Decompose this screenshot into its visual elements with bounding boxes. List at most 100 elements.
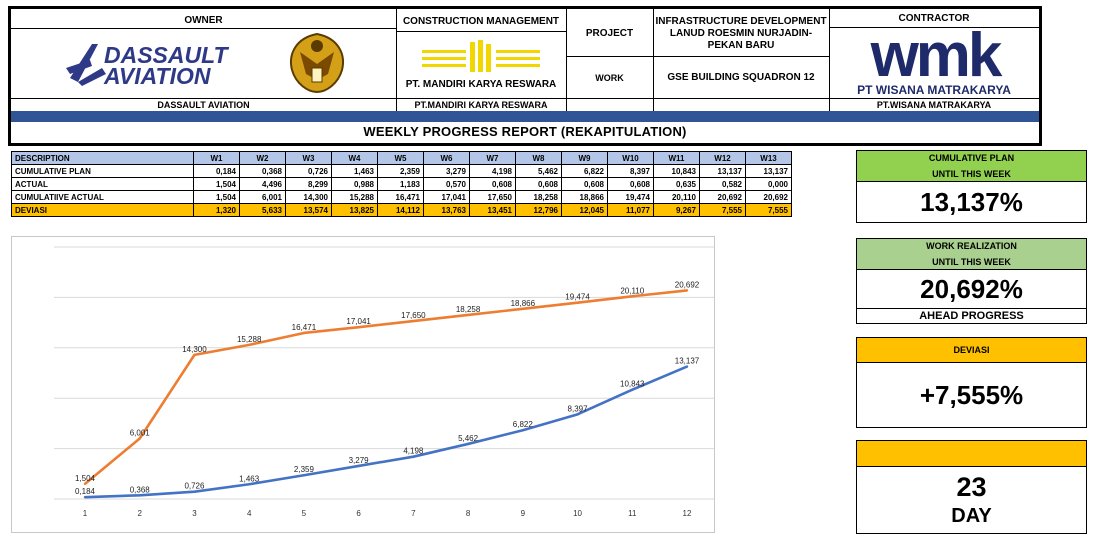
owner-name: DASSAULT AVIATION: [157, 100, 250, 110]
table-cell: 0,608: [561, 177, 608, 191]
air-force-emblem: [282, 30, 352, 96]
table-cell: 0,582: [699, 177, 746, 191]
data-point: [685, 289, 689, 292]
table-cell: 0,608: [607, 177, 654, 191]
data-label: 19,474: [565, 293, 590, 302]
table-cell: 6,822: [561, 164, 608, 178]
data-label: 0,184: [75, 487, 96, 496]
day-card: 23 DAY: [856, 467, 1087, 534]
week-header: W10: [607, 151, 654, 165]
real-title-1: WORK REALIZATION: [926, 241, 1017, 251]
table-cell: 0,368: [239, 164, 286, 178]
table-cell: 0,608: [515, 177, 562, 191]
divider: [829, 27, 1039, 28]
x-tick-label: 2: [138, 509, 143, 518]
table-cell: 6,001: [239, 190, 286, 204]
data-point: [193, 490, 196, 493]
series-line: [84, 289, 688, 485]
table-cell: 1,320: [193, 203, 240, 217]
table-cell: 13,825: [331, 203, 378, 217]
week-header: W3: [285, 151, 332, 165]
data-label: 14,300: [182, 345, 207, 354]
project-label: PROJECT: [585, 27, 634, 39]
dev-title: DEVIASI: [953, 345, 990, 355]
owner-logo-text-1: DASSAULT: [104, 42, 229, 68]
contractor-logo-sub: PT WISANA MATRAKARYA: [857, 82, 1011, 97]
plan-title-1: CUMULATIVE PLAN: [928, 153, 1015, 163]
ahead-progress-label: AHEAD PROGRESS: [856, 309, 1087, 324]
table-cell: 13,137: [745, 164, 792, 178]
table-row: CUMULATIIVE ACTUAL 1,504 6,001 14,300 15…: [11, 190, 792, 204]
table-cell: 4,198: [469, 164, 516, 178]
table-cell: 2,359: [377, 164, 424, 178]
row-label: CUMULATIIVE ACTUAL: [11, 190, 194, 204]
week-header: W8: [515, 151, 562, 165]
table-cell: 0,000: [745, 177, 792, 191]
table-cell: 0,988: [331, 177, 378, 191]
data-label: 1,463: [239, 474, 260, 483]
description-header: DESCRIPTION: [11, 151, 194, 165]
table-cell: 10,843: [653, 164, 700, 178]
x-tick-label: 11: [628, 509, 637, 518]
table-row-deviasi: DEVIASI 1,320 5,633 13,574 13,825 14,112…: [11, 203, 792, 217]
data-point: [631, 295, 634, 298]
table-cell: 20,110: [653, 190, 700, 204]
table-cell: 0,635: [653, 177, 700, 191]
data-point: [631, 388, 634, 391]
data-label: 3,279: [349, 456, 370, 465]
data-point: [302, 331, 306, 335]
table-header-row: DESCRIPTION W1 W2 W3 W4 W5 W6 W7 W8 W9 W…: [11, 151, 792, 165]
contractor-label: CONTRACTOR: [898, 13, 970, 24]
cm-logo-text: PT. MANDIRI KARYA RESWARA: [405, 79, 557, 90]
owner-logo-text-2: AVIATION: [103, 63, 211, 89]
deviasi-card-header: DEVIASI: [856, 337, 1087, 363]
progress-table: DESCRIPTION W1 W2 W3 W4 W5 W6 W7 W8 W9 W…: [11, 151, 792, 217]
week-header: W13: [745, 151, 792, 165]
plan-card-header: CUMULATIVE PLAN UNTIL THIS WEEK: [856, 150, 1087, 182]
table-cell: 0,570: [423, 177, 470, 191]
data-label: 16,471: [292, 323, 317, 332]
divider: [566, 9, 567, 111]
data-label: 18,258: [456, 305, 481, 314]
chart-canvas: 1 2 3 4 5 6 7 8 9 10 11 121,5046,00114,30015,28816,…: [54, 246, 714, 518]
title-bar: [11, 111, 1039, 122]
data-label: 4,198: [403, 447, 424, 456]
table-cell: 20,692: [699, 190, 746, 204]
table-cell: 12,796: [515, 203, 562, 217]
data-point: [193, 353, 196, 357]
day-card-header: [856, 440, 1087, 467]
dassault-logo: DASSAULT AVIATION: [62, 38, 262, 90]
work-label: WORK: [595, 72, 624, 83]
divider: [566, 56, 829, 57]
divider: [11, 28, 396, 29]
real-title-2: UNTIL THIS WEEK: [932, 257, 1011, 267]
data-label: 20,692: [675, 280, 700, 289]
row-label: ACTUAL: [11, 177, 194, 191]
data-label: 5,462: [458, 434, 479, 443]
data-label: 15,288: [237, 335, 262, 344]
week-header: W6: [423, 151, 470, 165]
owner-label: OWNER: [184, 14, 223, 26]
data-label: 10,843: [620, 380, 645, 389]
table-cell: 5,633: [239, 203, 286, 217]
table-cell: 16,471: [377, 190, 424, 204]
x-tick-label: 7: [411, 509, 416, 518]
data-point: [247, 343, 251, 347]
table-cell: 8,299: [285, 177, 332, 191]
x-tick-label: 6: [356, 509, 361, 518]
table-cell: 14,300: [285, 190, 332, 204]
x-tick-label: 1: [83, 509, 88, 518]
data-label: 18,866: [511, 299, 536, 308]
table-cell: 13,137: [699, 164, 746, 178]
mandiri-logo: [422, 40, 540, 74]
data-point: [138, 494, 141, 497]
data-point: [138, 437, 141, 440]
data-label: 17,650: [401, 311, 426, 320]
table-cell: 20,692: [745, 190, 792, 204]
data-point: [83, 495, 87, 499]
x-tick-label: 5: [302, 509, 307, 518]
table-cell: 5,462: [515, 164, 562, 178]
x-tick-label: 3: [192, 509, 197, 518]
day-value: 23: [956, 472, 987, 502]
data-point: [466, 442, 470, 446]
